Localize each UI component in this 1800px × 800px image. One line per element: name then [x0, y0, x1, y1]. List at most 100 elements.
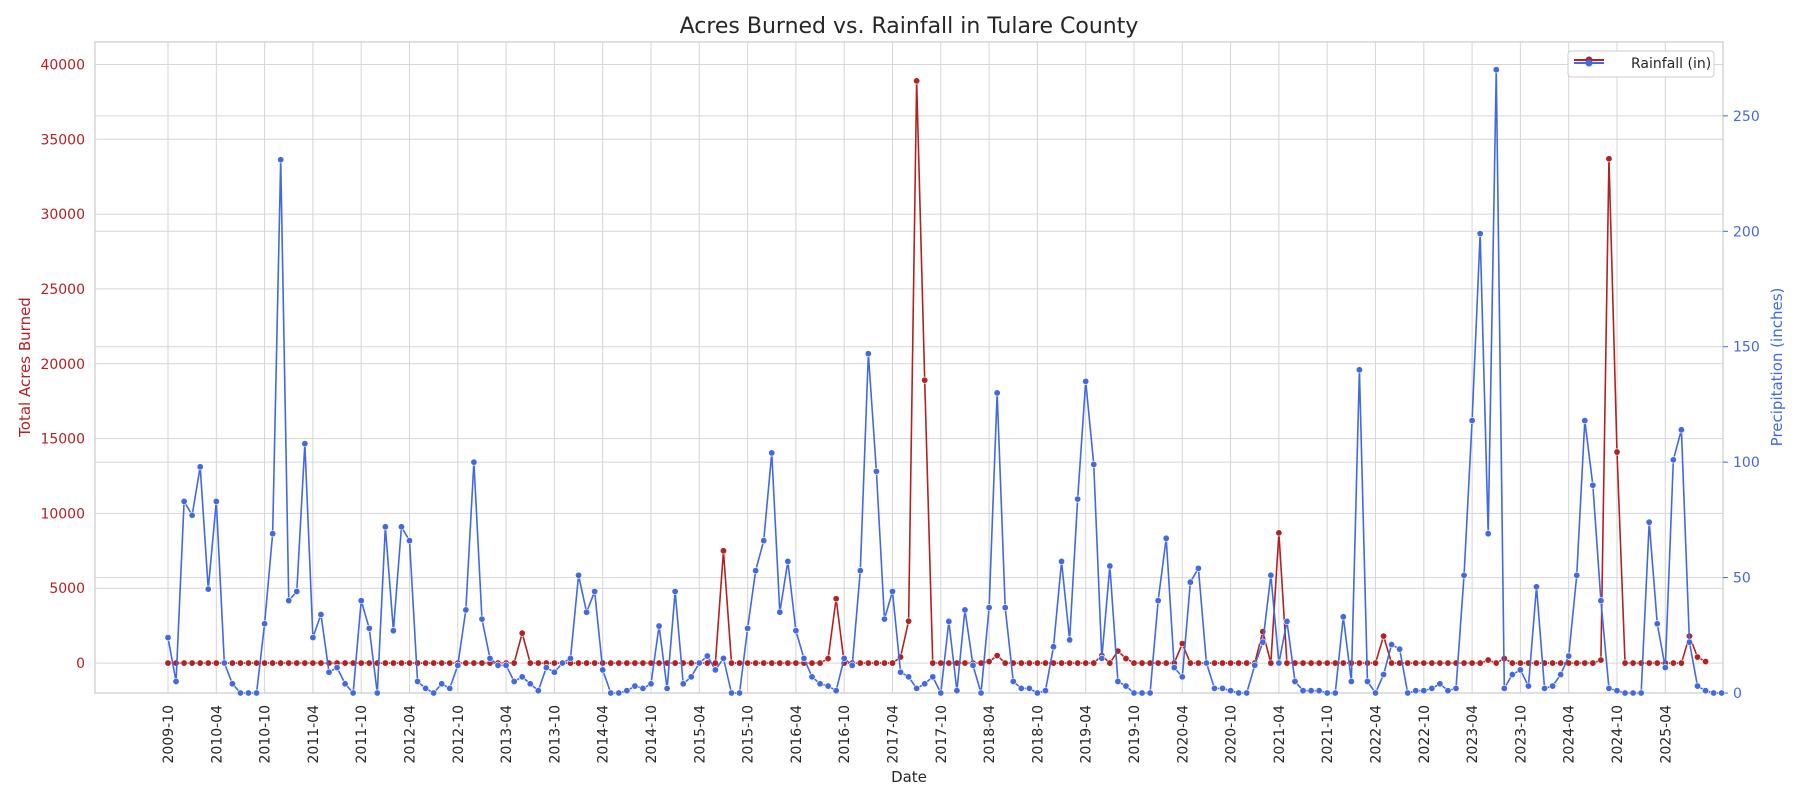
acres-burned-point: [438, 659, 446, 667]
acres-burned-point: [1589, 659, 1597, 667]
acres-burned-point: [277, 659, 285, 667]
acres-burned-point: [1533, 659, 1541, 667]
rainfall-point: [1380, 671, 1388, 679]
rainfall-point: [1412, 687, 1420, 695]
acres-burned-point: [550, 659, 558, 667]
rainfall-point: [1444, 687, 1452, 695]
acres-burned-point: [204, 659, 212, 667]
rainfall-point: [1718, 689, 1726, 697]
rainfall-point: [373, 689, 381, 697]
acres-burned-point: [1380, 632, 1388, 640]
x-tick-label: 2016-04: [789, 705, 805, 764]
rainfall-point: [969, 661, 977, 669]
x-axis: 2009-10 2010-04 2010-10 2011-04 2011-10 2012-…: [161, 705, 1674, 764]
x-tick-label: 2010-10: [258, 705, 274, 764]
rainfall-point: [880, 615, 888, 623]
rainfall-point: [1178, 673, 1186, 681]
acres-burned-point: [1428, 659, 1436, 667]
rainfall-point: [961, 606, 969, 614]
rainfall-point: [1396, 645, 1404, 653]
rainfall-point: [486, 654, 494, 662]
left-tick-label: 30000: [40, 207, 85, 223]
acres-burned-point: [1219, 659, 1227, 667]
rainfall-point: [1307, 687, 1315, 695]
acres-burned-point: [591, 659, 599, 667]
rainfall-point: [293, 587, 301, 595]
rainfall-point: [977, 689, 985, 697]
acres-burned-point: [639, 659, 647, 667]
rainfall-point: [188, 511, 196, 519]
x-tick-label: 2023-10: [1513, 705, 1529, 764]
x-tick-label: 2013-10: [547, 705, 563, 764]
rainfall-point: [1533, 583, 1541, 591]
rainfall-point: [1219, 684, 1227, 692]
rainfall-point: [1066, 636, 1074, 644]
rainfall-point: [856, 567, 864, 575]
left-tick-label: 10000: [40, 506, 85, 522]
rainfall-point: [655, 622, 663, 630]
legend-rainfall-label: Rainfall (in): [1631, 56, 1711, 72]
rainfall-series-line: [167, 68, 1722, 694]
rainfall-point: [607, 689, 615, 697]
rainfall-point: [470, 458, 478, 466]
rainfall-point: [1275, 659, 1283, 667]
acres-burned-point: [719, 547, 727, 555]
x-tick-label: 2025-04: [1658, 705, 1674, 764]
rainfall-point: [245, 689, 253, 697]
rainfall-point: [776, 608, 784, 616]
rainfall-point: [1323, 689, 1331, 697]
rainfall-point: [1476, 230, 1484, 238]
rainfall-point: [1565, 652, 1573, 660]
acres-burned-point: [1299, 659, 1307, 667]
acres-burned-point: [405, 659, 413, 667]
acres-burned-point: [1267, 659, 1275, 667]
acres-burned-point: [880, 659, 888, 667]
acres-burned-point: [1436, 659, 1444, 667]
rainfall-point: [220, 659, 228, 667]
rainfall-point: [1291, 677, 1299, 685]
rainfall-point: [953, 687, 961, 695]
acres-burned-point: [293, 659, 301, 667]
acres-burned-point: [365, 659, 373, 667]
acres-burned-point: [752, 659, 760, 667]
acres-burned-point: [389, 659, 397, 667]
rainfall-point: [888, 587, 896, 595]
right-tick-label: 150: [1733, 340, 1760, 356]
acres-burned-point: [687, 659, 695, 667]
rainfall-point: [695, 659, 703, 667]
rainfall-point: [389, 627, 397, 635]
x-tick-label: 2013-04: [499, 705, 515, 764]
acres-burned-point: [631, 659, 639, 667]
acres-burned-point: [784, 659, 792, 667]
rainfall-point: [631, 682, 639, 690]
rainfall-point: [1484, 530, 1492, 538]
acres-burned-point: [1702, 658, 1710, 666]
acres-burned-point: [1484, 656, 1492, 664]
rainfall-point: [414, 677, 422, 685]
rainfall-point: [180, 497, 188, 505]
rainfall-point: [518, 673, 526, 681]
rainfall-point: [1702, 687, 1710, 695]
rainfall-point: [1009, 677, 1017, 685]
acres-burned-point: [1613, 448, 1621, 456]
rainfall-point: [897, 668, 905, 676]
rainfall-point: [333, 664, 341, 672]
acres-burned-point: [808, 659, 816, 667]
x-tick-label: 2019-04: [1079, 705, 1095, 764]
acres-burned-point: [1001, 659, 1009, 667]
acres-burned-point: [1388, 659, 1396, 667]
x-axis-label: Date: [891, 768, 927, 786]
x-tick-label: 2010-04: [209, 705, 225, 764]
acres-burned-point: [1508, 659, 1516, 667]
rainfall-point: [1645, 518, 1653, 526]
rainfall-point: [1106, 562, 1114, 570]
rainfall-point: [277, 156, 285, 164]
acres-burned-point: [269, 659, 277, 667]
acres-burned-point: [905, 617, 913, 625]
rainfall-point: [1050, 643, 1058, 651]
rainfall-point: [760, 537, 768, 545]
acres-burned-point: [921, 376, 929, 384]
acres-burned-point: [430, 659, 438, 667]
acres-burned-point: [824, 655, 832, 663]
